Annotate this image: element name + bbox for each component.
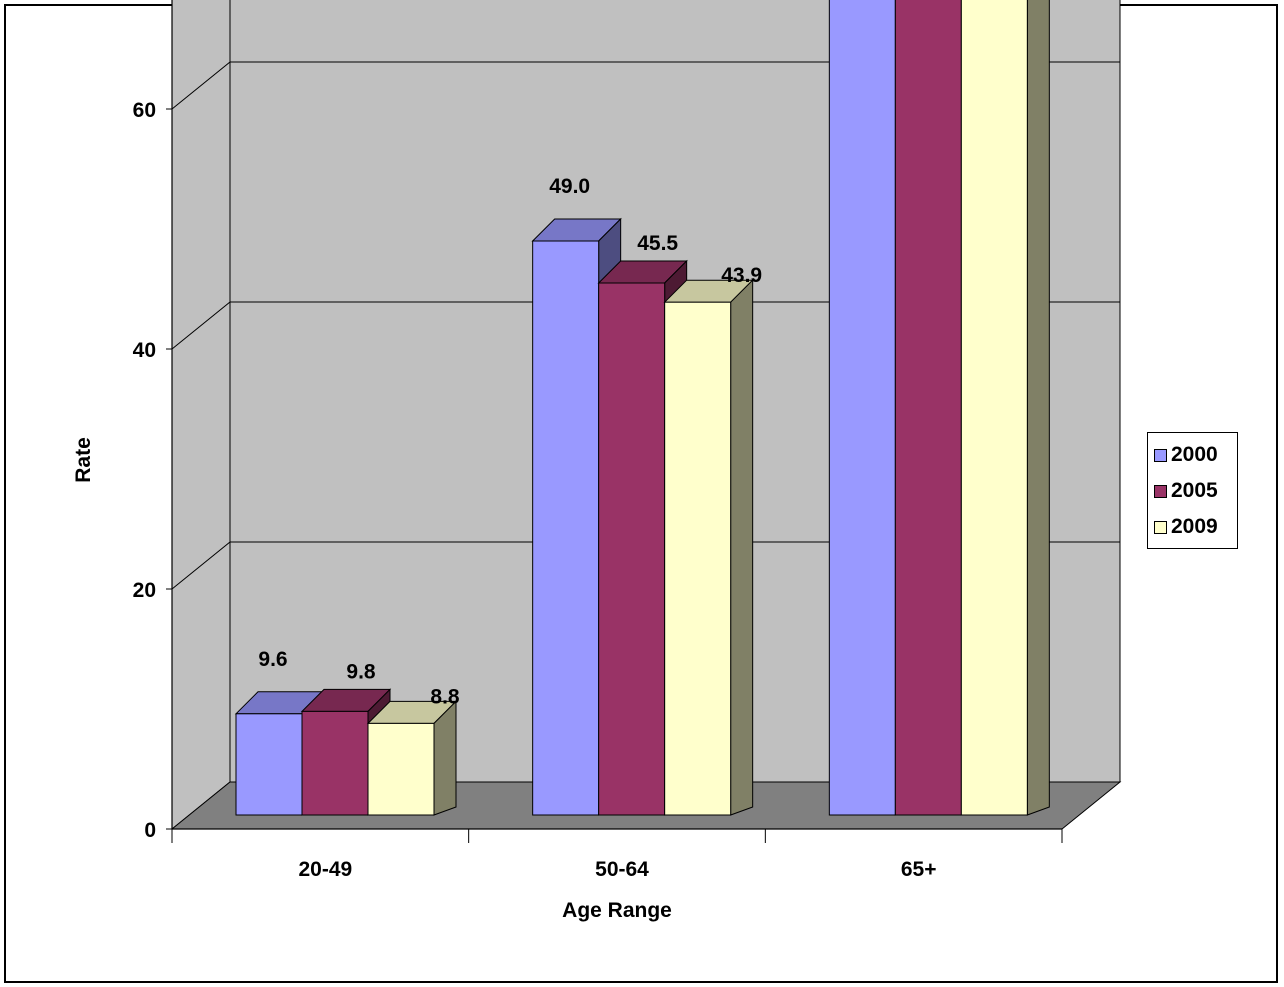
gridline: [171, 301, 1120, 350]
bar: [301, 710, 369, 816]
x-tick-label: 50-64: [595, 858, 649, 881]
bar: [664, 301, 732, 816]
x-tick-label: 65+: [901, 858, 937, 881]
y-tick-label: 60: [133, 99, 156, 122]
legend-swatch: [1154, 484, 1167, 498]
bar-side-face: [1026, 0, 1050, 816]
x-axis-tick-labels: 20-49 50-64 65+: [171, 829, 1063, 881]
bar: [235, 713, 303, 816]
data-labels: 9.69.88.849.045.543.9101.989.488.8: [258, 175, 762, 708]
y-tick-label: 40: [133, 339, 156, 362]
legend-item: 2009: [1154, 509, 1237, 545]
legend-swatch: [1154, 448, 1167, 462]
chart-axes: [171, 0, 1062, 830]
chart-bars: [234, 0, 1050, 816]
side-wall: [171, 0, 231, 831]
data-label: 49.0: [549, 175, 590, 198]
y-axis-ticks: 020406080100: [133, 99, 172, 842]
chart-gridlines: [171, 61, 1120, 590]
legend-item: 2000: [1154, 437, 1237, 473]
legend-label: 2000: [1171, 443, 1218, 466]
legend-label: 2005: [1171, 479, 1218, 502]
x-axis-title: Age Range: [562, 899, 672, 922]
bar: [960, 0, 1028, 816]
y-axis-title: Rate: [72, 437, 95, 483]
y-tick-label: 0: [144, 819, 156, 842]
legend-label: 2009: [1171, 515, 1218, 538]
bar: [367, 722, 435, 816]
gridline: [171, 541, 1120, 590]
gridline: [171, 61, 1120, 110]
legend-item: 2005: [1154, 473, 1237, 509]
data-label: 9.8: [346, 660, 376, 683]
data-label: 8.8: [430, 685, 460, 708]
y-tick-label: 20: [133, 579, 156, 602]
bar: [894, 0, 962, 816]
x-tick-label: 20-49: [298, 858, 352, 881]
bar: [598, 282, 666, 816]
data-label: 9.6: [258, 648, 287, 671]
bar: [828, 0, 896, 816]
bar-side-face: [730, 278, 754, 816]
data-label: 45.5: [637, 232, 678, 255]
legend-swatch: [1154, 520, 1167, 534]
data-label: 43.9: [721, 264, 762, 287]
bar: [532, 240, 600, 816]
legend: 2000 2005 2009: [1147, 432, 1238, 549]
